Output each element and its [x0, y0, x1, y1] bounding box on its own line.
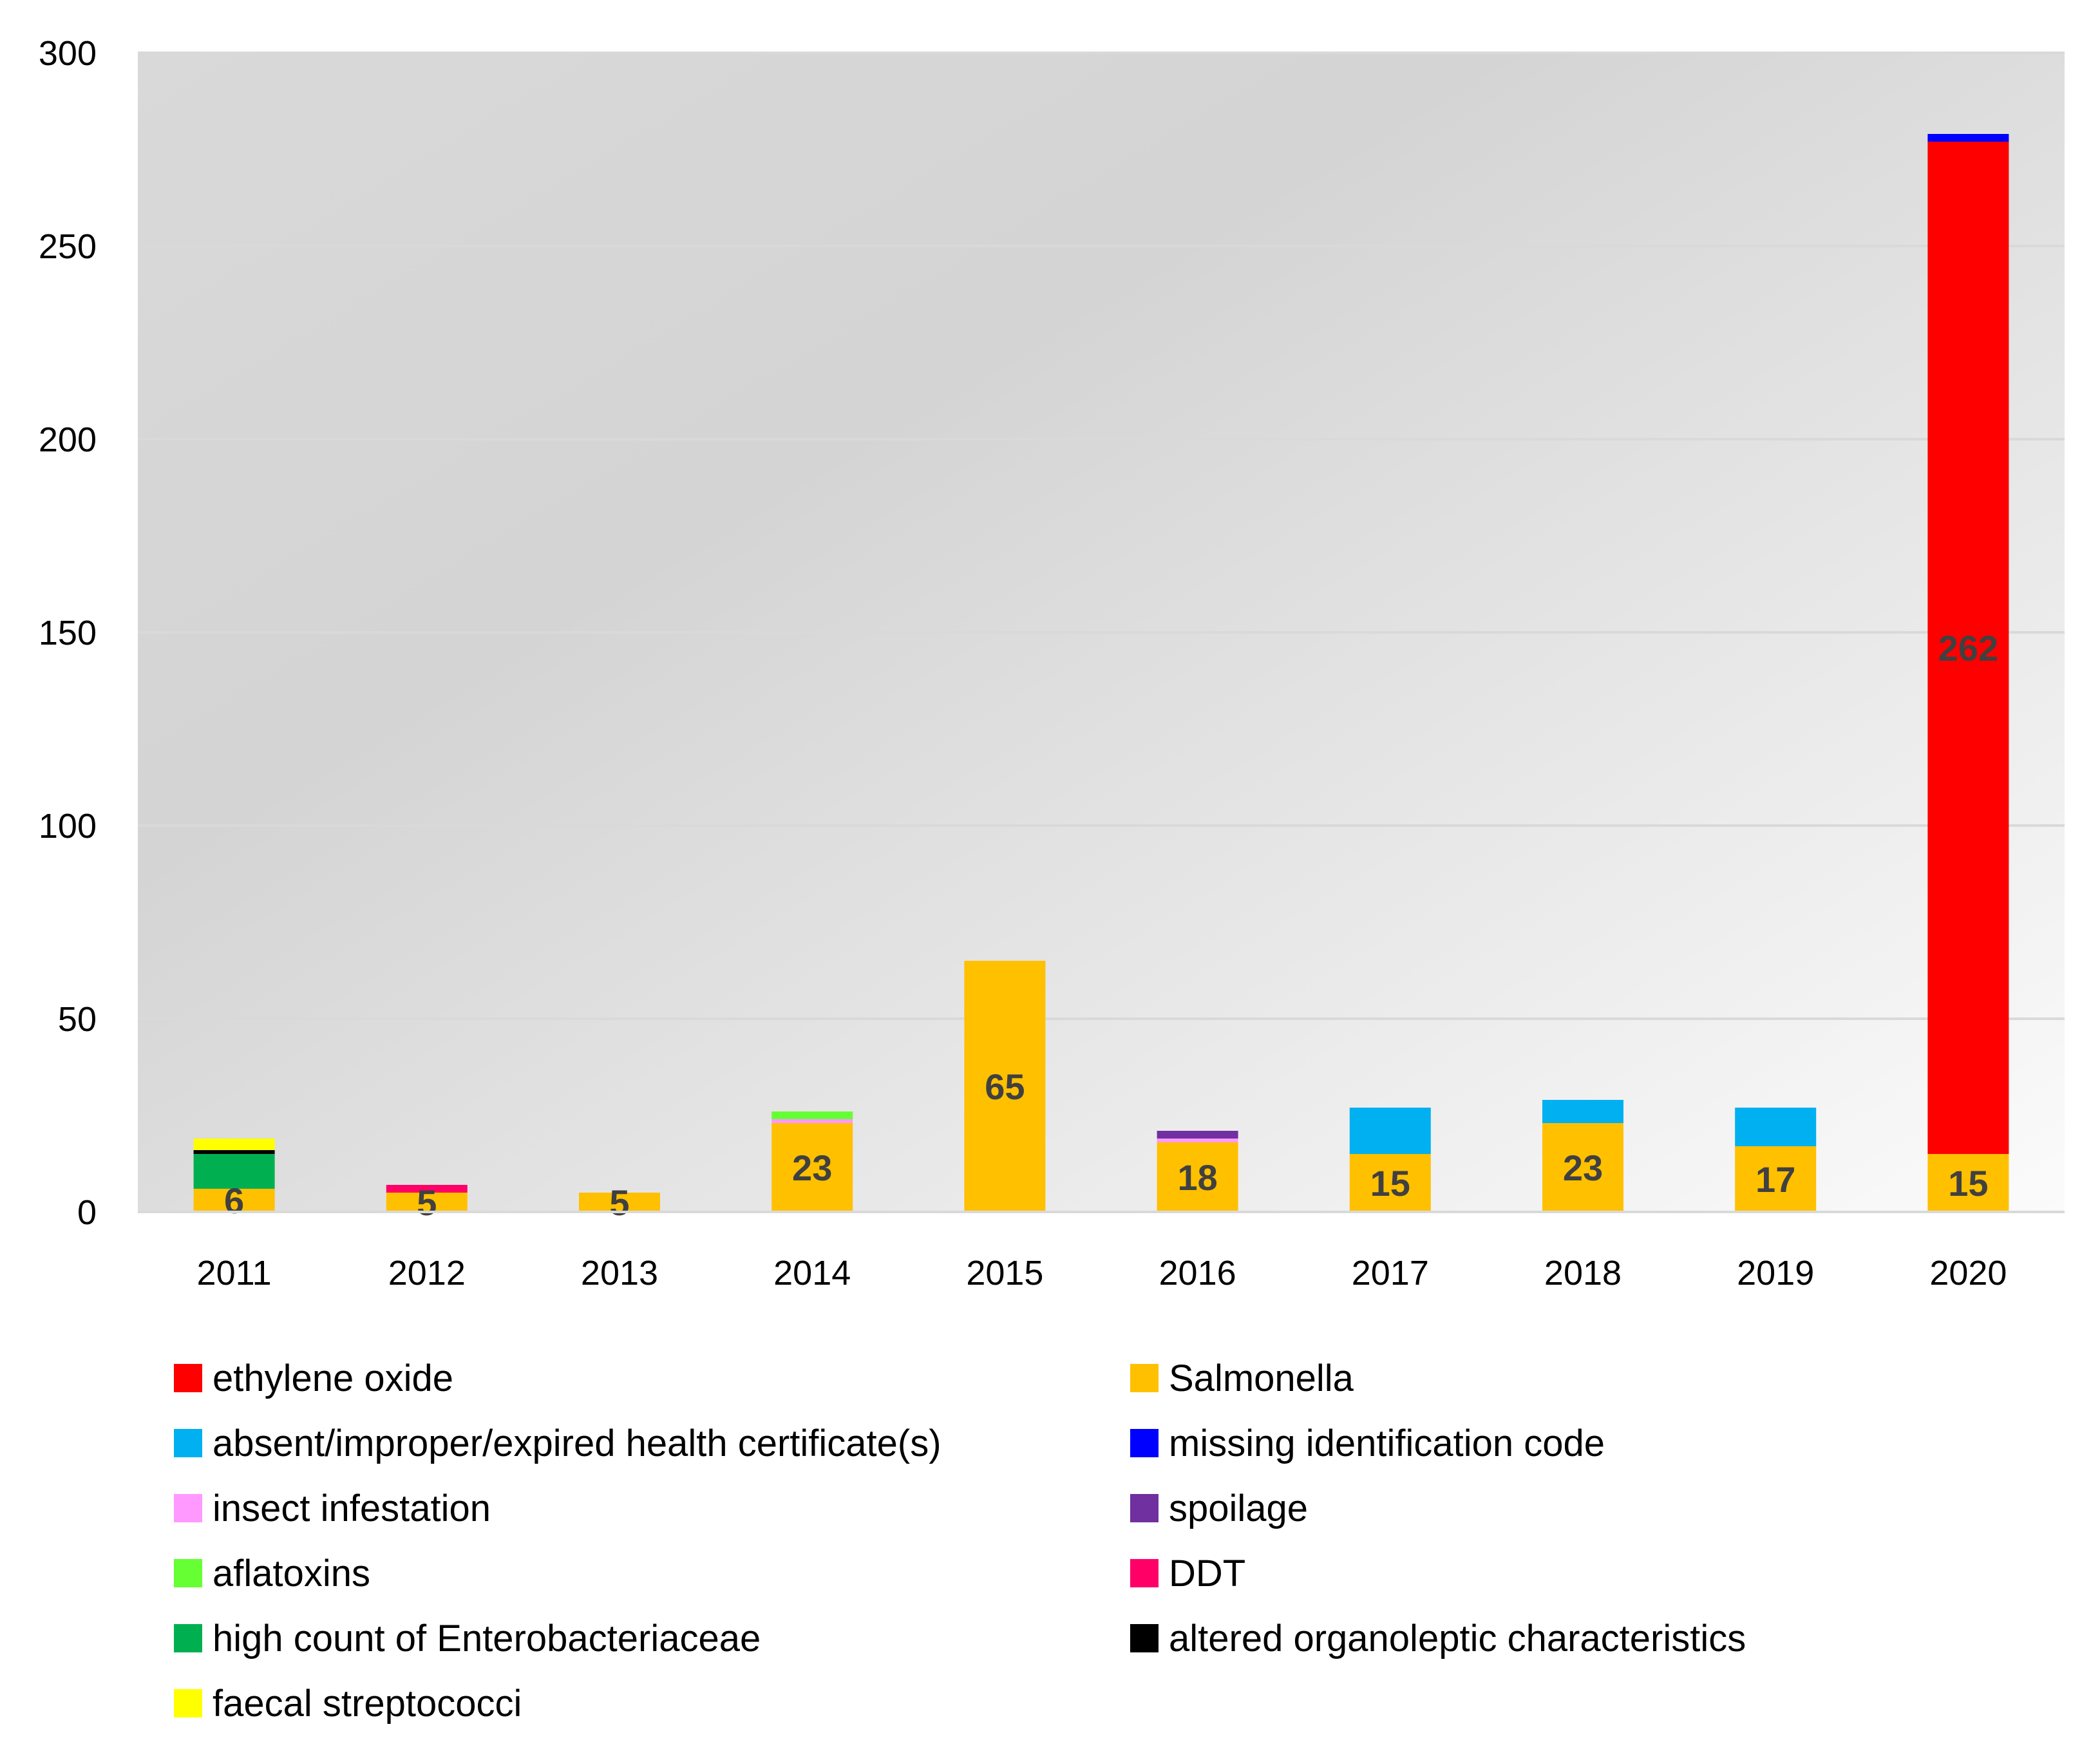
bar-segment: [1349, 1154, 1431, 1212]
x-tick-label: 2019: [1737, 1254, 1814, 1292]
bar-segment: [771, 1123, 853, 1212]
x-tick-label: 2013: [581, 1254, 658, 1292]
legend-label: faecal streptococci: [213, 1682, 522, 1725]
y-tick-label: 150: [39, 614, 97, 652]
bar-segment: [1157, 1142, 1238, 1212]
grid-lines: [138, 52, 2065, 1020]
y-tick-label: 0: [77, 1193, 97, 1232]
data-label: 17: [1755, 1159, 1795, 1200]
legend-label: DDT: [1169, 1552, 1246, 1594]
y-tick-label: 300: [39, 34, 97, 73]
data-label: 15: [1370, 1163, 1410, 1204]
bar-segment: [1542, 1100, 1623, 1123]
legend-item: DDT: [1130, 1547, 1245, 1599]
y-tick-label: 50: [58, 1000, 97, 1039]
data-label: 5: [417, 1182, 437, 1223]
legend-swatch: [174, 1559, 202, 1587]
y-axis: 0 50 100 150 200 250 300: [39, 34, 97, 1232]
legend-item: ethylene oxide: [174, 1352, 453, 1404]
x-tick-label: 2015: [966, 1254, 1043, 1292]
bar-segment: [1349, 1108, 1431, 1154]
bar-segment: [1157, 1139, 1238, 1142]
bar-segment: [1927, 134, 2009, 142]
bar-segment: [771, 1119, 853, 1123]
legend-swatch: [174, 1494, 202, 1522]
legend-swatch: [1130, 1364, 1159, 1392]
bar-segment: [964, 961, 1046, 1212]
legend-swatch: [174, 1364, 202, 1392]
bar-segment: [1735, 1108, 1817, 1146]
legend-item: insect infestation: [174, 1482, 491, 1534]
x-tick-label: 2014: [773, 1254, 851, 1292]
data-label: 262: [1938, 628, 1998, 668]
bar-segment: [771, 1111, 853, 1119]
legend-item: Salmonella: [1130, 1352, 1354, 1404]
bar-segment: [193, 1150, 275, 1154]
bar-segment: [579, 1193, 660, 1212]
bar-segment: [1542, 1123, 1623, 1212]
legend-swatch: [1130, 1559, 1159, 1587]
bar-segment: [386, 1185, 468, 1193]
data-label: 23: [792, 1148, 832, 1188]
legend-label: insect infestation: [213, 1487, 491, 1529]
bar-segment: [193, 1139, 275, 1150]
data-label: 5: [609, 1182, 629, 1223]
legend-item: high count of Enterobacteriaceae: [174, 1612, 761, 1664]
legend-item: missing identification code: [1130, 1417, 1605, 1469]
x-tick-label: 2012: [388, 1254, 466, 1292]
y-tick-label: 250: [39, 227, 97, 266]
legend-label: absent/improper/expired health certifica…: [213, 1422, 941, 1464]
legend-swatch: [174, 1689, 202, 1717]
bar-segment: [1157, 1131, 1238, 1139]
data-label: 65: [985, 1066, 1025, 1107]
bars: [193, 134, 2009, 1212]
data-label: 6: [224, 1180, 244, 1221]
bar-segment: [193, 1189, 275, 1212]
legend-label: high count of Enterobacteriaceae: [213, 1617, 761, 1659]
legend-swatch: [1130, 1494, 1159, 1522]
legend-label: missing identification code: [1169, 1422, 1605, 1464]
legend-swatch: [1130, 1624, 1159, 1652]
legend-label: aflatoxins: [213, 1552, 371, 1594]
legend-item: absent/improper/expired health certifica…: [174, 1417, 941, 1469]
x-tick-label: 2020: [1929, 1254, 2007, 1292]
x-axis: 2011 2012 2013 2014 2015 2016 2017 2018 2019 2020: [197, 1254, 2007, 1292]
bar-segment: [193, 1154, 275, 1189]
legend-item: spoilage: [1130, 1482, 1308, 1534]
data-label: 23: [1563, 1148, 1603, 1188]
y-tick-label: 100: [39, 807, 97, 846]
legend-item: aflatoxins: [174, 1547, 370, 1599]
data-label: 15: [1948, 1163, 1988, 1204]
legend-label: spoilage: [1169, 1487, 1309, 1529]
legend-label: altered organoleptic characteristics: [1169, 1617, 1746, 1659]
bar-segment: [386, 1193, 468, 1212]
legend-swatch: [174, 1429, 202, 1457]
bar-segment: [1927, 1154, 2009, 1212]
x-tick-label: 2016: [1159, 1254, 1236, 1292]
x-tick-label: 2011: [197, 1254, 272, 1292]
legend-label: Salmonella: [1169, 1357, 1354, 1399]
x-tick-label: 2017: [1352, 1254, 1429, 1292]
data-label: 18: [1177, 1157, 1217, 1198]
legend-label: ethylene oxide: [213, 1357, 454, 1399]
y-tick-label: 200: [39, 421, 97, 459]
bar-segment: [1927, 142, 2009, 1154]
x-tick-label: 2018: [1544, 1254, 1622, 1292]
legend-swatch: [174, 1624, 202, 1652]
legend-swatch: [1130, 1429, 1159, 1457]
legend-item: faecal streptococci: [174, 1678, 522, 1729]
legend-item: altered organoleptic characteristics: [1130, 1612, 1746, 1664]
bar-segment: [1735, 1146, 1817, 1212]
